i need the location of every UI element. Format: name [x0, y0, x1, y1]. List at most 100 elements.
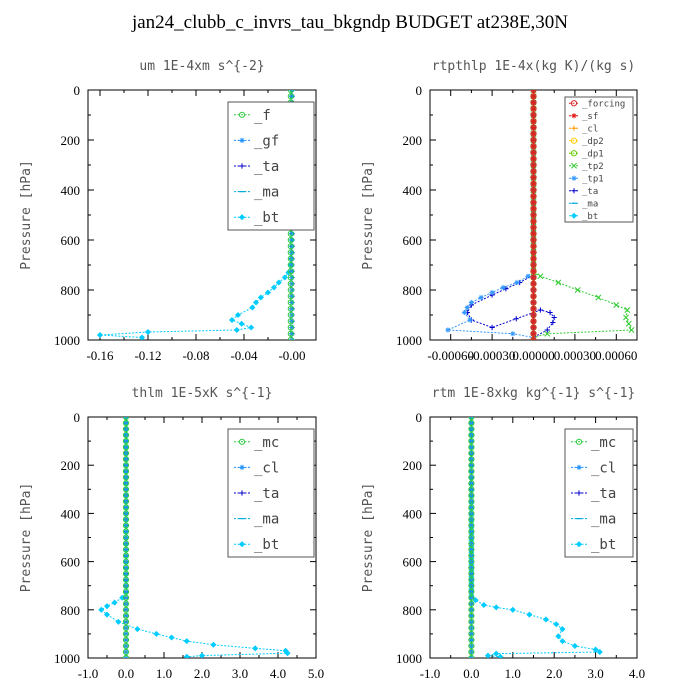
data-point	[111, 599, 118, 606]
data-point	[183, 653, 190, 658]
data-point	[122, 612, 130, 619]
data-point	[123, 528, 129, 535]
legend-item: _mc	[234, 435, 279, 451]
plot-area	[445, 90, 635, 340]
data-point	[530, 268, 537, 275]
y-tick-label: 0	[74, 83, 81, 98]
data-point	[270, 284, 278, 291]
legend-box	[564, 96, 634, 223]
y-tick-label: 600	[61, 555, 81, 570]
data-point	[510, 331, 516, 337]
data-point	[468, 600, 475, 607]
data-point	[122, 570, 130, 577]
legend-label: _cl	[582, 124, 598, 134]
data-point	[468, 564, 475, 571]
data-point	[530, 156, 537, 162]
data-point	[275, 279, 282, 286]
y-tick-label: 200	[61, 133, 81, 148]
x-tick-label: -1.0	[420, 666, 441, 681]
data-point	[468, 594, 475, 601]
data-point	[287, 311, 294, 319]
data-point	[249, 304, 256, 311]
data-point	[530, 205, 537, 212]
data-point	[289, 293, 295, 299]
data-point	[468, 431, 475, 439]
data-point	[468, 613, 474, 619]
data-point	[530, 236, 537, 244]
data-point	[198, 652, 206, 658]
data-point	[123, 462, 129, 468]
data-point	[468, 299, 474, 306]
data-point	[530, 224, 537, 231]
y-tick-label: 0	[416, 410, 423, 425]
data-point	[468, 438, 475, 445]
legend-item: _ma	[569, 199, 598, 209]
legend-item: _bt	[569, 212, 598, 222]
data-point	[103, 611, 111, 618]
data-point	[537, 273, 544, 280]
data-point	[468, 570, 475, 577]
data-point	[122, 648, 130, 656]
legend-item: _tp2	[569, 162, 604, 172]
y-tick-label: 1000	[54, 651, 80, 666]
x-tick-label: 0.00060	[595, 348, 637, 363]
data-point	[530, 93, 537, 100]
data-point	[123, 637, 129, 643]
data-point	[123, 589, 129, 595]
x-tick-label: -0.00030	[469, 348, 516, 363]
legend-item: _bt	[234, 210, 279, 226]
data-point	[530, 206, 537, 212]
data-point	[468, 522, 475, 529]
x-tick-label: 0.0	[463, 666, 479, 681]
legend-swatch-marker	[576, 490, 582, 496]
data-point	[122, 504, 130, 511]
legend-swatch-marker	[239, 464, 245, 470]
y-axis-label: Pressure [hPa]	[19, 483, 34, 593]
data-point	[514, 279, 520, 286]
data-point	[484, 652, 491, 658]
data-point	[530, 124, 537, 131]
legend-item: _cl	[234, 460, 279, 476]
data-point	[530, 111, 537, 119]
data-point	[468, 480, 475, 487]
legend-label: _bt	[254, 537, 279, 553]
legend-swatch-marker	[575, 541, 583, 548]
data-point	[468, 618, 475, 625]
data-point	[468, 468, 475, 475]
legend-swatch-marker	[570, 150, 578, 157]
data-point	[530, 318, 537, 325]
data-point	[287, 261, 294, 269]
data-point	[289, 249, 295, 256]
data-point	[122, 654, 130, 658]
legend-item: _ta	[234, 159, 279, 175]
data-point	[489, 324, 495, 331]
y-tick-label: 400	[61, 183, 81, 198]
legend: _forcing _sf _cl _dp2 _dp1 _tp2 _tp1 _ta _ma _bt	[564, 96, 634, 223]
data-point	[115, 618, 122, 625]
y-tick-label: 400	[61, 506, 81, 521]
data-point	[468, 589, 474, 595]
data-point	[530, 149, 537, 156]
data-point	[625, 320, 632, 327]
data-point	[493, 604, 500, 611]
legend-swatch-marker	[575, 438, 583, 445]
data-point	[122, 419, 130, 427]
data-point	[122, 618, 130, 625]
data-point	[287, 93, 294, 100]
data-point	[559, 626, 566, 633]
y-tick-label: 800	[61, 283, 81, 298]
data-point	[497, 653, 504, 658]
legend-label: _gf	[254, 133, 279, 149]
data-point	[123, 571, 129, 577]
legend-label: _ta	[582, 187, 598, 197]
data-point	[122, 431, 130, 439]
data-point	[122, 636, 130, 644]
y-tick-label: 800	[61, 603, 81, 618]
plot-area	[468, 417, 603, 658]
data-point	[134, 626, 141, 633]
data-point	[624, 307, 631, 313]
y-tick-label: 400	[403, 506, 423, 521]
legend-label: _bt	[582, 212, 598, 222]
data-point	[287, 274, 294, 281]
